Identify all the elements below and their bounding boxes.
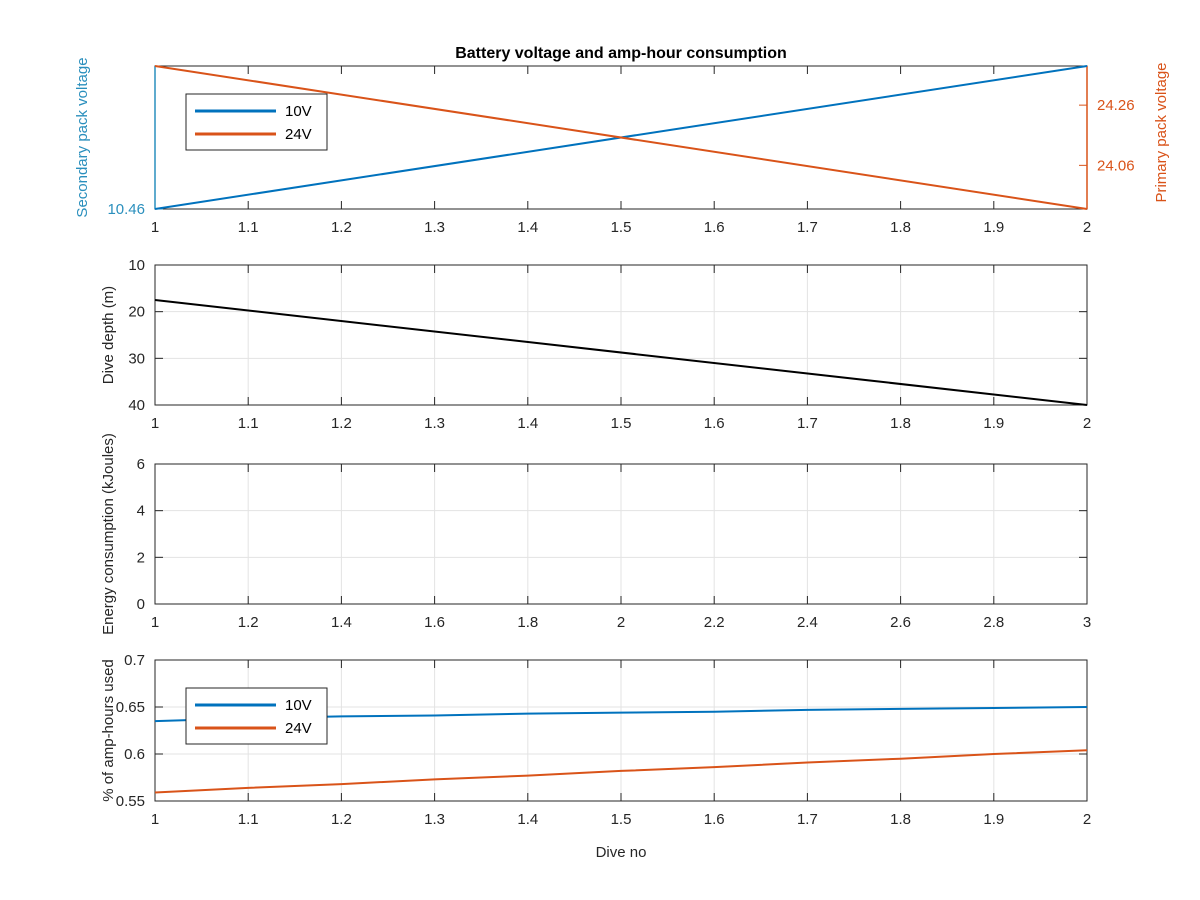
panel-2-xtick-label: 1.6 <box>704 415 725 432</box>
panel-1-xtick-label: 1.3 <box>424 219 445 236</box>
panel-2-ytick-label: 10 <box>128 257 145 274</box>
panel-4-ylabel: % of amp-hours used <box>100 659 117 802</box>
panel-4-xtick-label: 1.8 <box>890 811 911 828</box>
panel-2-xtick-label: 1.7 <box>797 415 818 432</box>
panel-2-xtick-label: 2 <box>1083 415 1091 432</box>
panel-1-left-ytick-label: 10.46 <box>107 201 145 218</box>
panel-1-xtick-label: 1.5 <box>611 219 632 236</box>
panel-2-xtick-label: 1.2 <box>331 415 352 432</box>
panel-4-xtick-label: 1.6 <box>704 811 725 828</box>
panel-4-ytick-label: 0.55 <box>116 793 145 810</box>
panel-4-legend-label: 10V <box>285 697 312 714</box>
panel-4-xtick-label: 1.7 <box>797 811 818 828</box>
panel-3-ytick-label: 2 <box>137 549 145 566</box>
panel-1-legend-label: 24V <box>285 126 312 143</box>
panel-2-xtick-label: 1.8 <box>890 415 911 432</box>
panel-3-ytick-label: 6 <box>137 456 145 473</box>
panel-4-xtick-label: 1.1 <box>238 811 259 828</box>
panel-1-xtick-label: 1.8 <box>890 219 911 236</box>
panel-3-xtick-label: 2.8 <box>983 614 1004 631</box>
panel-2-xtick-label: 1 <box>151 415 159 432</box>
panel-2-xtick-label: 1.1 <box>238 415 259 432</box>
panel-3-xtick-label: 2.4 <box>797 614 818 631</box>
panel-4-xtick-label: 1.3 <box>424 811 445 828</box>
panel-2-ytick-label: 40 <box>128 397 145 414</box>
panel-4-xtick-label: 1.9 <box>983 811 1004 828</box>
panel-4-xtick-label: 1.5 <box>611 811 632 828</box>
panel-3-ytick-label: 0 <box>137 596 145 613</box>
panel-2-ylabel: Dive depth (m) <box>100 286 117 384</box>
panel-3-xtick-label: 1.6 <box>424 614 445 631</box>
panel-1-right-ylabel: Primary pack voltage <box>1153 62 1170 202</box>
chart-title: Battery voltage and amp-hour consumption <box>455 45 787 62</box>
panel-2-xtick-label: 1.4 <box>517 415 538 432</box>
panel-4-ytick-label: 0.65 <box>116 699 145 716</box>
panel-4-legend-box <box>185 687 328 745</box>
series-line-24V <box>154 749 1088 794</box>
panel-3-xtick-label: 1.4 <box>331 614 352 631</box>
panel-2-ytick-label: 30 <box>128 350 145 367</box>
series-line-24V <box>154 65 1088 210</box>
panel-1-right-ytick-label: 24.06 <box>1097 157 1135 174</box>
panel-3-ytick-label: 4 <box>137 503 145 520</box>
panel-4-xtick-label: 1.2 <box>331 811 352 828</box>
panel-2-ytick-label: 20 <box>128 304 145 321</box>
series-line-panel2-0 <box>154 299 1088 406</box>
panel-1-xtick-label: 1.1 <box>238 219 259 236</box>
chart-layer: 1 1.1 1.2 1.3 1.4 1.5 1.6 1.7 1.8 1.9 2 10.46 Second… <box>74 57 1170 861</box>
panel-4-xtick-label: 2 <box>1083 811 1091 828</box>
panel-2-xtick-label: 1.3 <box>424 415 445 432</box>
panel-1-xtick-label: 1.2 <box>331 219 352 236</box>
panel-3-xtick-label: 3 <box>1083 614 1091 631</box>
panel-1-xtick-label: 1.6 <box>704 219 725 236</box>
panel-3-ylabel: Energy consumption (kJoules) <box>100 433 117 635</box>
panel-3-xtick-label: 1.8 <box>517 614 538 631</box>
panel-1-xtick-label: 1.9 <box>983 219 1004 236</box>
panel-4-xlabel: Dive no <box>596 844 647 861</box>
panel-2-xtick-label: 1.9 <box>983 415 1004 432</box>
panel-3-xtick-label: 1 <box>151 614 159 631</box>
panel-3-xtick-label: 2.2 <box>704 614 725 631</box>
panel-3-xtick-label: 2.6 <box>890 614 911 631</box>
panel-1-xtick-label: 2 <box>1083 219 1091 236</box>
panel-3-xtick-label: 1.2 <box>238 614 259 631</box>
panel-1-right-ytick-label: 24.26 <box>1097 97 1135 114</box>
panel-1-legend-label: 10V <box>285 103 312 120</box>
panel-2-xtick-label: 1.5 <box>611 415 632 432</box>
panel-1-xtick-label: 1.4 <box>517 219 538 236</box>
panel-1-xtick-label: 1 <box>151 219 159 236</box>
panel-4-legend-label: 24V <box>285 720 312 737</box>
panel-4-xtick-label: 1 <box>151 811 159 828</box>
panel-1-left-ylabel: Secondary pack voltage <box>74 57 91 217</box>
panel-4-ytick-label: 0.7 <box>124 652 145 669</box>
panel-1-xtick-label: 1.7 <box>797 219 818 236</box>
panel-4-xtick-label: 1.4 <box>517 811 538 828</box>
panel-4-ytick-label: 0.6 <box>124 746 145 763</box>
panel-1-legend-box <box>185 93 328 151</box>
panel-3-xtick-label: 2 <box>617 614 625 631</box>
